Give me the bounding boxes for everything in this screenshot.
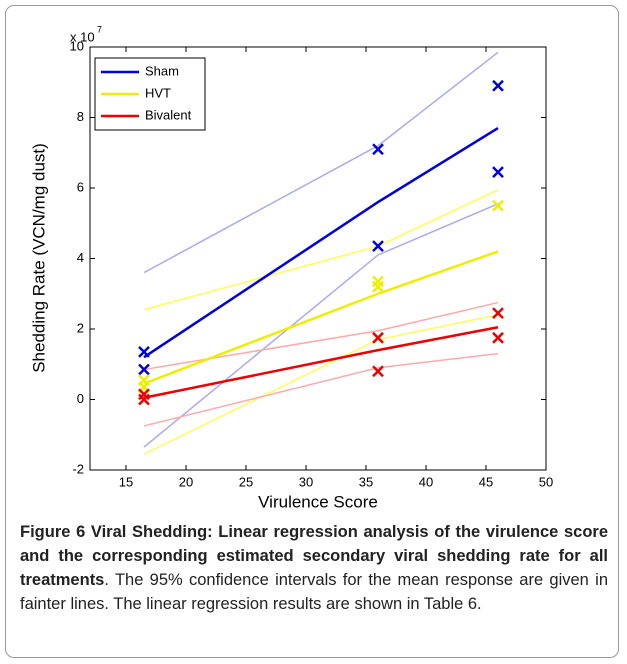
point-stroke: [372, 143, 384, 156]
data-point: [138, 346, 150, 358]
point-stroke: [492, 307, 504, 320]
caption-bold: Figure 6 Viral Shedding: Linear regressi…: [20, 523, 608, 589]
y-tick-label: -2: [72, 461, 84, 476]
point-stroke: [138, 363, 150, 376]
regression-line: [143, 127, 499, 359]
data-point: [372, 143, 384, 156]
y-tick-label: 6: [77, 179, 84, 194]
chart: x 10 7 Virulence Score Shedding Rate (VC…: [29, 24, 553, 511]
regression-line: [143, 250, 499, 385]
data-point: [138, 393, 150, 406]
x-tick-label: 15: [119, 474, 133, 489]
data-point: [372, 280, 384, 293]
x-tick-label: 30: [299, 474, 313, 489]
legend-label: Bivalent: [145, 107, 192, 122]
y-tick-label: 10: [70, 38, 84, 53]
x-tick-label: 20: [179, 474, 193, 489]
x-tick-label: 25: [239, 474, 253, 489]
ci-upper-line: [143, 301, 499, 371]
point-stroke: [492, 331, 504, 344]
point-stroke: [492, 79, 504, 92]
point-stroke: [372, 365, 384, 378]
point-stroke: [138, 393, 150, 406]
x-axis-label: Virulence Score: [258, 492, 378, 511]
x-tick-label: 45: [479, 474, 493, 489]
caption-text: . The 95% confidence intervals for the m…: [20, 571, 608, 613]
y-tick-label: 4: [77, 250, 84, 265]
data-point: [372, 331, 384, 344]
y-multiplier-exponent: 7: [97, 24, 102, 34]
point-stroke: [492, 199, 504, 212]
y-axis-label: Shedding Rate (VCN/mg dust): [29, 143, 48, 373]
data-point: [492, 307, 504, 320]
ci-lower-line: [143, 352, 499, 427]
x-tick-label: 35: [359, 474, 373, 489]
x-tick-label: 50: [539, 474, 553, 489]
data-point: [492, 79, 504, 92]
point-stroke: [492, 166, 504, 179]
data-point: [372, 240, 384, 253]
y-tick-label: 0: [77, 391, 84, 406]
data-point: [372, 365, 384, 378]
y-tick-label: 2: [77, 320, 84, 335]
caption: Figure 6 Viral Shedding: Linear regressi…: [20, 520, 608, 616]
point-stroke: [372, 280, 384, 293]
point-stroke: [138, 346, 150, 358]
data-point: [492, 331, 504, 344]
x-tick-label: 40: [419, 474, 433, 489]
legend-label: HVT: [145, 85, 171, 100]
data-point: [492, 199, 504, 212]
ci-upper-line: [143, 51, 499, 274]
figure-frame: [5, 5, 619, 658]
data-point: [138, 363, 150, 376]
point-stroke: [372, 240, 384, 253]
y-tick-label: 8: [77, 109, 84, 124]
data-point: [492, 166, 504, 179]
point-stroke: [372, 331, 384, 344]
regression-line: [143, 326, 499, 399]
legend-label: Sham: [145, 63, 179, 78]
y-multiplier: x 10: [70, 29, 95, 44]
